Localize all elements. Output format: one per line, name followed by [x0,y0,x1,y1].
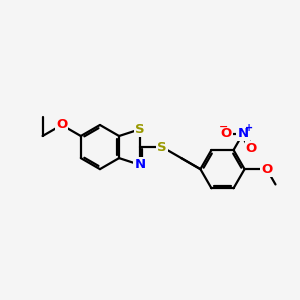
Text: O: O [221,127,232,140]
Text: O: O [261,163,272,176]
Text: +: + [245,123,253,133]
Text: −: − [219,122,229,132]
Text: N: N [134,158,146,171]
Text: O: O [56,118,67,131]
Text: O: O [246,142,257,154]
Text: S: S [157,141,167,154]
Text: S: S [135,123,145,136]
Text: N: N [237,127,248,140]
